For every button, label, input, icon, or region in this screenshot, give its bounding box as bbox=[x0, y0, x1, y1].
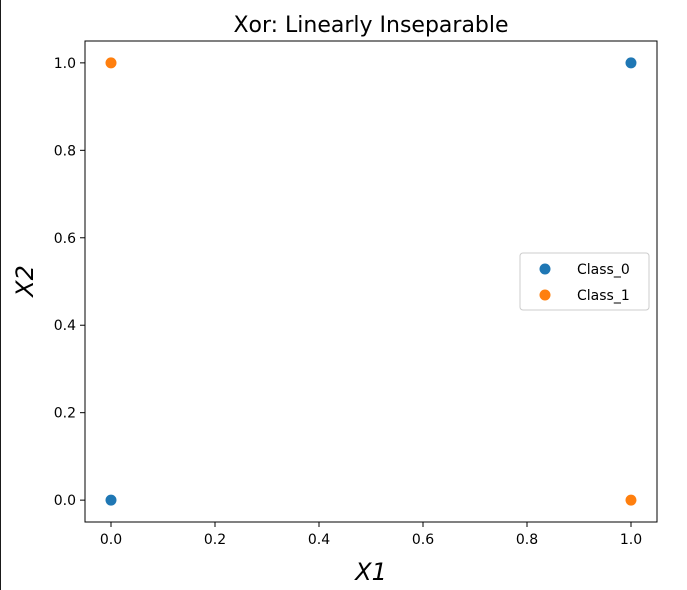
x-tick-label: 0.4 bbox=[308, 532, 330, 548]
y-axis-ticks: 0.0 0.2 0.4 0.6 0.8 1.0 bbox=[54, 56, 85, 509]
y-tick-label: 0.8 bbox=[54, 143, 76, 159]
x-axis-label: X1 bbox=[353, 558, 387, 586]
data-point bbox=[625, 494, 637, 506]
y-tick-label: 0.4 bbox=[54, 318, 76, 334]
x-axis-ticks: 0.0 0.2 0.4 0.6 0.8 1.0 bbox=[100, 522, 642, 548]
x-tick-label: 0.8 bbox=[516, 532, 538, 548]
data-points bbox=[105, 57, 637, 506]
x-tick-label: 0.2 bbox=[204, 532, 226, 548]
data-point bbox=[105, 57, 117, 69]
chart-title: Xor: Linearly Inseparable bbox=[233, 13, 508, 38]
y-axis-label: X2 bbox=[11, 265, 39, 299]
y-tick-label: 0.0 bbox=[54, 493, 76, 509]
legend-marker bbox=[539, 263, 551, 275]
axes-frame bbox=[84, 40, 658, 523]
legend-label: Class_1 bbox=[577, 288, 630, 304]
y-tick-label: 1.0 bbox=[54, 56, 76, 72]
legend-label: Class_0 bbox=[577, 262, 630, 278]
window-edge bbox=[0, 0, 1, 590]
legend-box bbox=[519, 252, 650, 311]
x-tick-label: 0.0 bbox=[100, 532, 122, 548]
x-tick-label: 0.6 bbox=[412, 532, 434, 548]
legend: Class_0 Class_1 bbox=[519, 252, 650, 311]
data-point bbox=[625, 57, 637, 69]
x-tick-label: 1.0 bbox=[620, 532, 642, 548]
data-point bbox=[105, 494, 117, 506]
y-tick-label: 0.6 bbox=[54, 231, 76, 247]
plot-area: 0.0 0.2 0.4 0.6 0.8 1.0 0.0 0.2 0.4 0.6 0.8 1.0 bbox=[54, 40, 658, 548]
legend-marker bbox=[539, 289, 551, 301]
y-tick-label: 0.2 bbox=[54, 406, 76, 422]
